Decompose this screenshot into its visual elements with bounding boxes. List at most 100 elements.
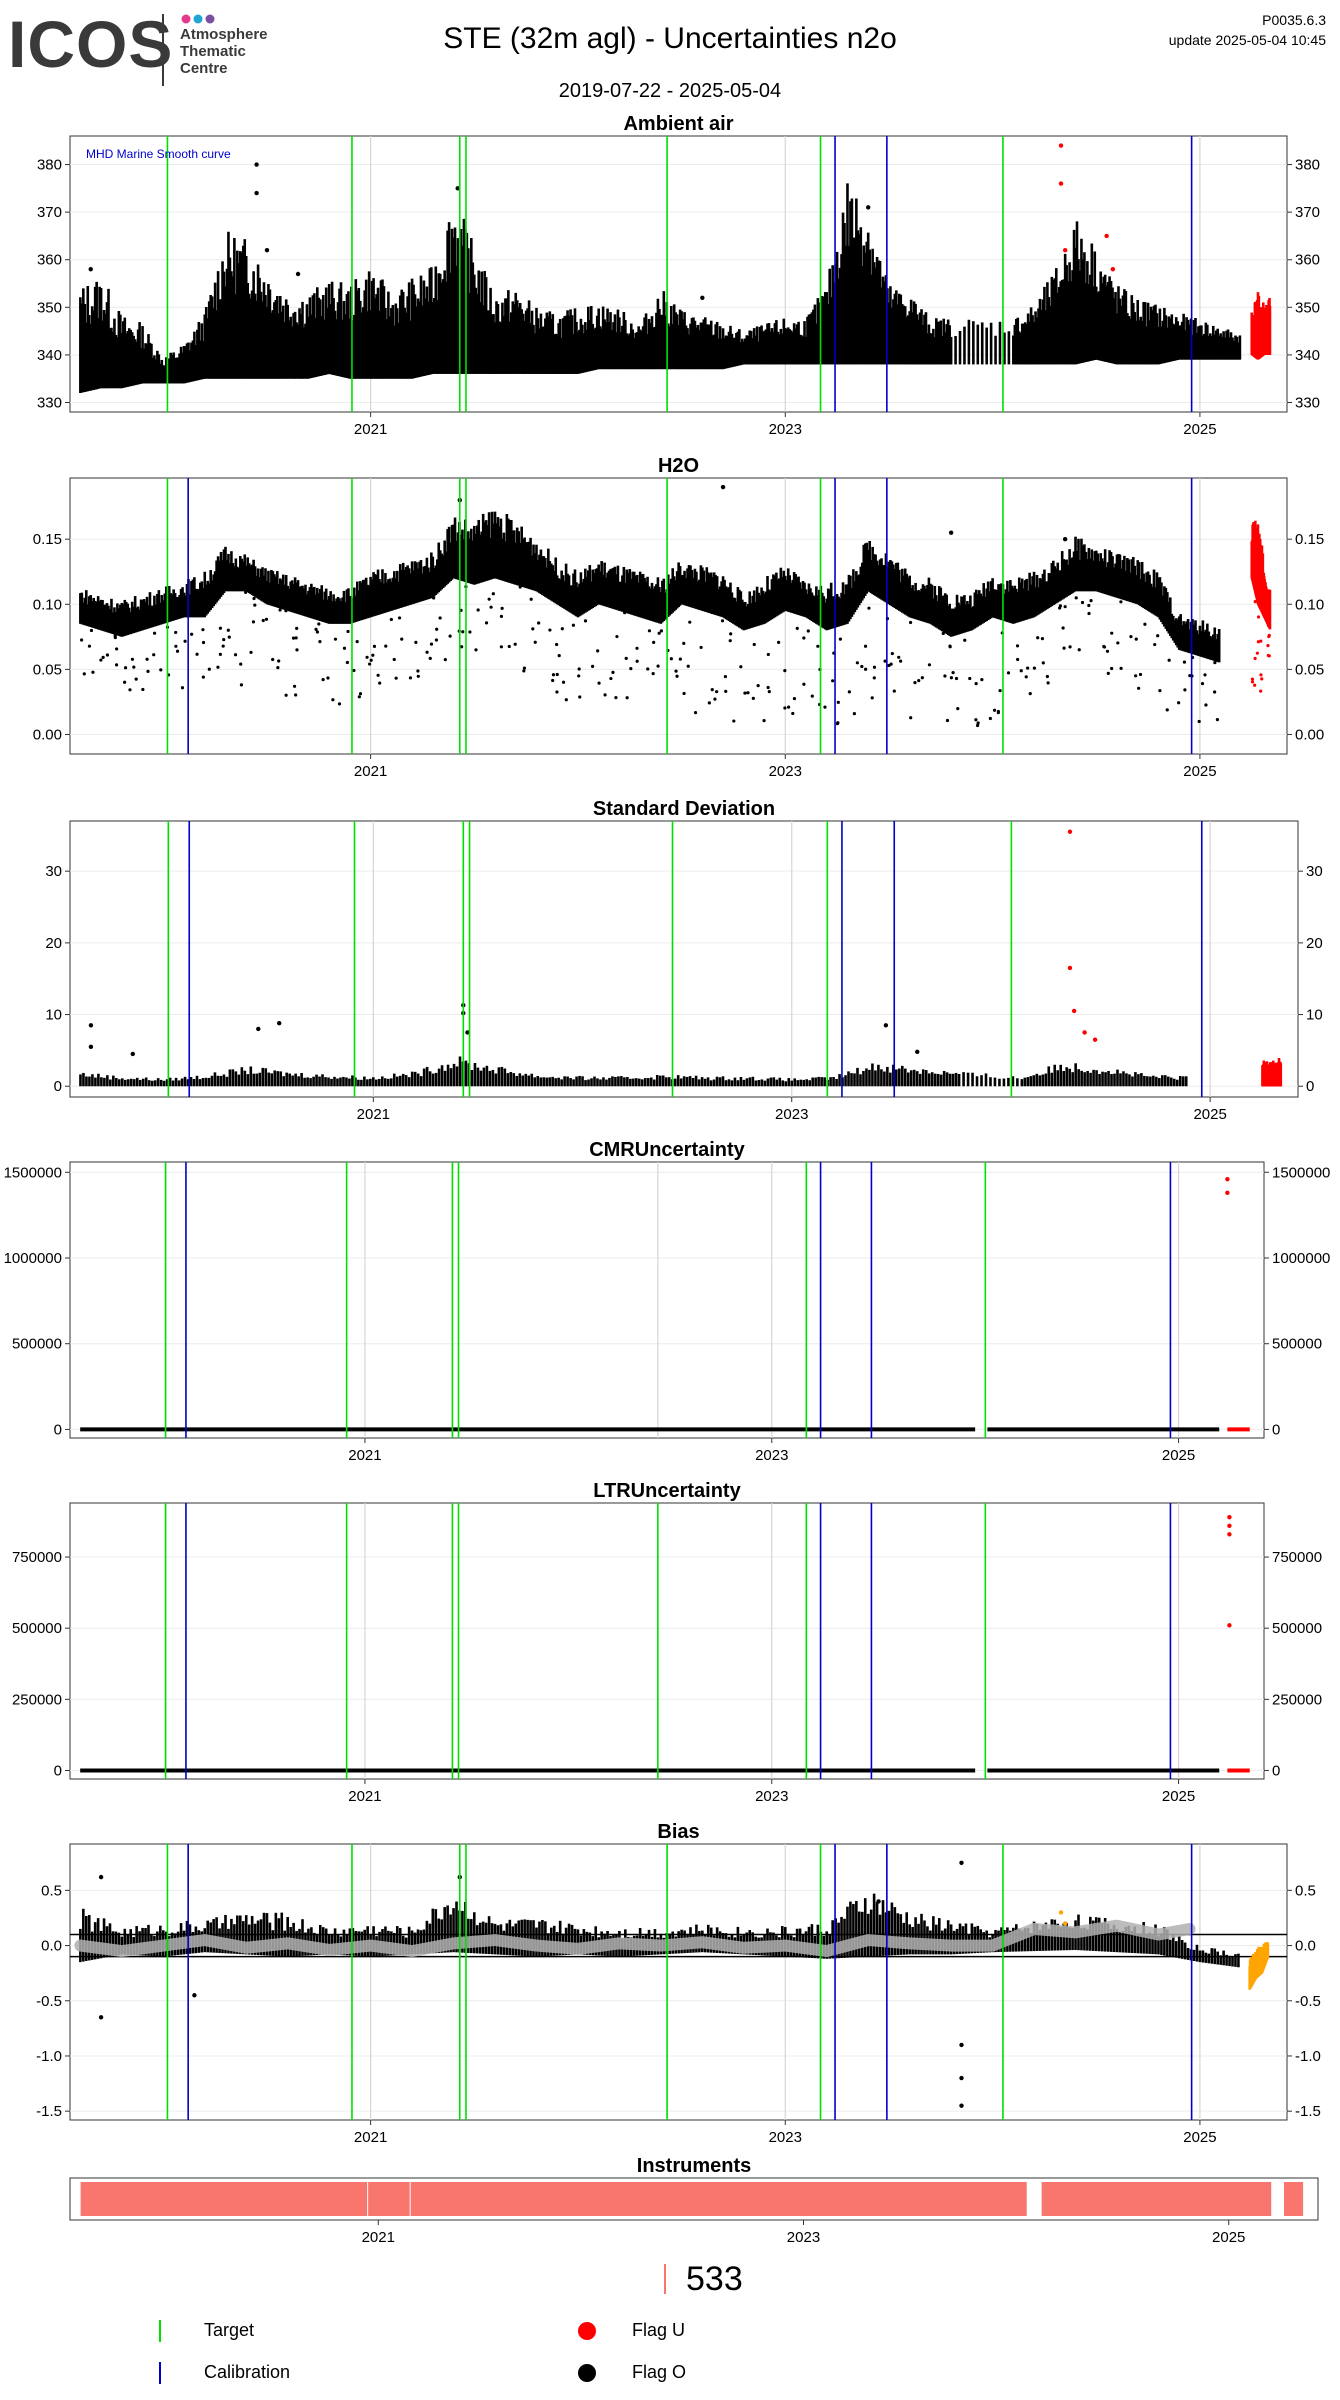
data-point — [98, 1874, 104, 1880]
data-point — [998, 689, 1002, 693]
data-point — [927, 663, 932, 667]
data-point — [159, 668, 163, 672]
data-point — [1266, 653, 1270, 658]
data-point — [635, 659, 639, 663]
data-point — [451, 248, 456, 253]
data-point — [533, 640, 537, 644]
data-point — [294, 693, 298, 697]
data-point — [226, 628, 230, 632]
data-point — [1119, 666, 1123, 670]
logo-dot-icon — [205, 14, 215, 24]
data-point — [1167, 658, 1171, 662]
plot-frame — [69, 1843, 1288, 2121]
y-tick-label: -0.5 — [1295, 1993, 1321, 2010]
data-point — [392, 657, 396, 662]
data-point — [792, 696, 797, 701]
data-point — [474, 648, 478, 652]
data-point — [715, 690, 719, 694]
y-tick-label: 0 — [1306, 1078, 1314, 1095]
data-point — [1213, 661, 1217, 665]
data-point — [1215, 718, 1220, 722]
data-point — [1227, 1523, 1232, 1528]
data-point — [866, 205, 871, 210]
data-point — [1227, 1623, 1232, 1628]
data-point — [1046, 681, 1050, 685]
data-point — [357, 695, 361, 699]
data-point — [976, 721, 980, 725]
data-point — [476, 608, 480, 612]
data-point — [512, 580, 516, 584]
data-point — [1116, 641, 1120, 645]
data-point — [596, 649, 600, 653]
data-point — [99, 658, 103, 662]
data-point — [889, 662, 893, 666]
data-point — [1036, 636, 1040, 640]
data-point — [860, 664, 864, 669]
data-point — [276, 666, 280, 670]
data-point — [264, 617, 269, 621]
data-point — [710, 688, 714, 692]
y-tick-label: 370 — [37, 204, 62, 221]
y-tick-label: 10 — [1306, 1007, 1323, 1024]
series-U — [1067, 829, 1283, 1087]
legend-flag-o-label: Flag O — [632, 2362, 687, 2382]
flag-o-legend-icon — [578, 2364, 596, 2382]
data-point — [951, 670, 955, 675]
data-point — [913, 681, 917, 685]
data-point — [284, 609, 288, 613]
data-point — [724, 689, 728, 694]
data-point — [823, 705, 827, 709]
data-point — [767, 689, 771, 694]
data-point — [105, 653, 110, 657]
data-point — [746, 691, 750, 695]
data-point — [384, 644, 388, 648]
instrument-bar — [80, 2182, 1027, 2216]
data-point — [1177, 701, 1181, 705]
data-point — [321, 677, 325, 682]
legend-calibration-label: Calibration — [204, 2362, 291, 2382]
series-U — [1250, 520, 1272, 693]
data-point — [1082, 1030, 1087, 1035]
legend-target-label: Target — [204, 2320, 255, 2340]
y-tick-label: 1000000 — [1272, 1250, 1330, 1267]
data-point — [682, 691, 686, 696]
data-point — [557, 654, 561, 658]
flag-u-legend-icon — [578, 2322, 596, 2340]
data-point — [522, 666, 527, 670]
data-point — [295, 648, 299, 652]
x-tick-label: 2025 — [1183, 763, 1216, 780]
data-point — [1077, 648, 1081, 652]
data-point — [611, 670, 615, 674]
data-point — [221, 644, 225, 648]
data-point — [699, 645, 703, 650]
data-point — [499, 645, 503, 649]
x-tick-label: 2025 — [1162, 1447, 1195, 1464]
data-point — [571, 623, 576, 627]
data-point — [959, 1860, 964, 1865]
data-point — [146, 669, 150, 673]
data-point — [974, 718, 978, 722]
x-tick-label: 2021 — [354, 763, 387, 780]
data-point — [651, 672, 655, 676]
data-point — [1032, 666, 1037, 670]
data-point — [1041, 661, 1045, 665]
version-label: P0035.6.3 — [1262, 12, 1326, 28]
series-O — [79, 484, 1221, 728]
data-point — [455, 186, 460, 191]
data-point — [239, 662, 243, 666]
logo-subtitle: Atmosphere Thematic Centre — [180, 26, 268, 77]
data-point — [1267, 633, 1271, 637]
data-point — [201, 640, 206, 645]
data-point — [537, 621, 541, 625]
data-point — [326, 676, 330, 680]
data-point — [291, 636, 296, 640]
data-point — [342, 646, 347, 650]
series-O — [79, 162, 1242, 393]
data-point — [682, 641, 686, 645]
data-point — [1106, 671, 1110, 675]
y-tick-label: 330 — [37, 394, 62, 411]
data-point — [646, 667, 650, 671]
data-point — [723, 674, 728, 679]
data-point — [974, 682, 978, 686]
data-point — [802, 682, 806, 686]
